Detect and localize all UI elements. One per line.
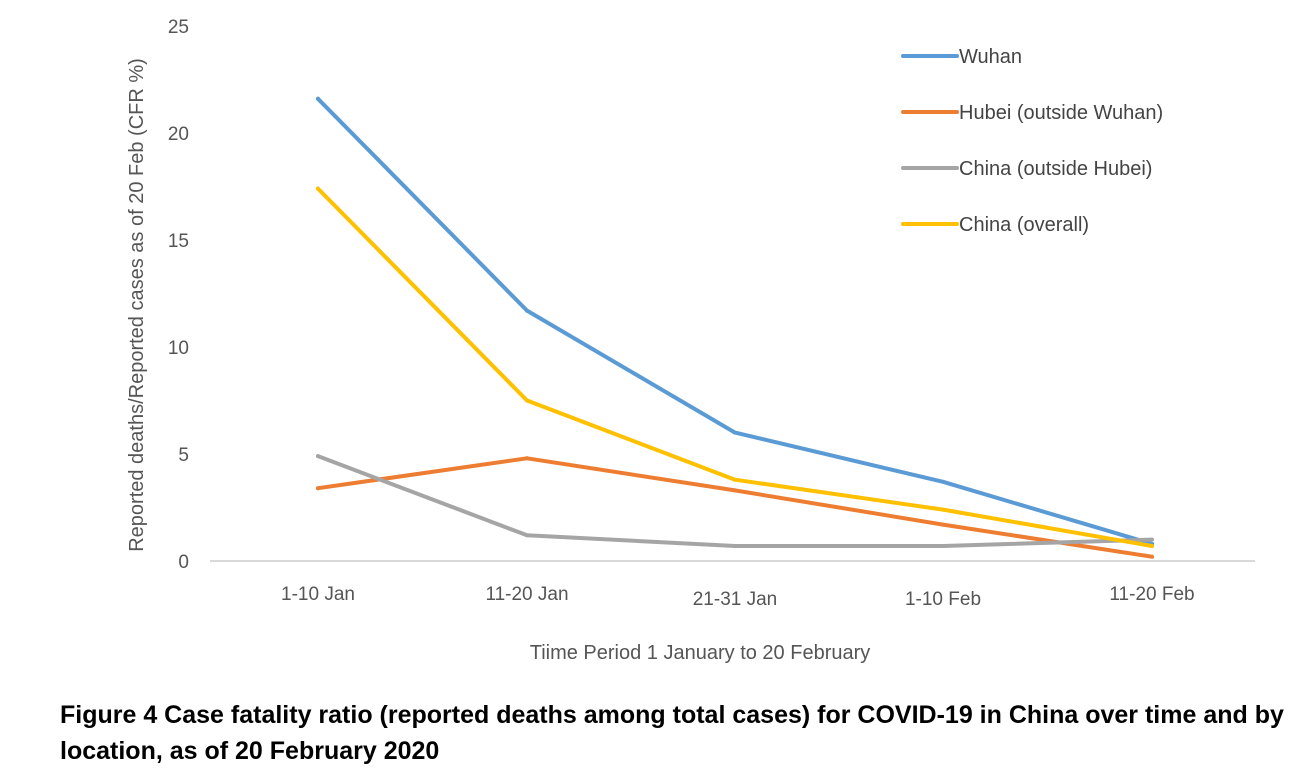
legend-item: China (overall) [901, 214, 1089, 236]
line-chart: 0 5 10 15 20 25 1-10 Jan 11-20 Jan 21-31 Jan 1-10… [126, 17, 1255, 664]
data-point [316, 96, 320, 101]
legend-label: China (outside Hubei) [959, 158, 1152, 180]
data-point [1150, 544, 1154, 548]
data-point [1150, 537, 1154, 542]
data-point [941, 479, 945, 484]
x-tick-label: 21-31 Jan [693, 589, 778, 610]
data-point [1150, 554, 1154, 559]
data-point [316, 186, 320, 191]
y-tick-label: 15 [168, 231, 189, 252]
data-point [525, 308, 529, 313]
x-tick-label: 11-20 Jan [485, 584, 568, 605]
series-lines [316, 96, 1154, 559]
y-tick-label: 0 [178, 552, 189, 573]
y-tick-label: 20 [168, 124, 189, 145]
data-point [525, 398, 529, 403]
chart-legend: Wuhan Hubei (outside Wuhan) China (outside… [901, 46, 1163, 236]
legend-label: China (overall) [959, 214, 1089, 236]
data-point [525, 533, 529, 538]
data-point [733, 430, 737, 435]
data-point [525, 456, 529, 461]
data-point [316, 486, 320, 491]
x-tick-label: 1-10 Feb [905, 589, 981, 610]
y-tick-label: 25 [168, 17, 189, 38]
data-point [941, 507, 945, 512]
x-tick-label: 11-20 Feb [1109, 584, 1194, 605]
data-point [733, 488, 737, 493]
data-point [941, 544, 945, 548]
legend-item: Hubei (outside Wuhan) [901, 102, 1163, 124]
legend-item: Wuhan [901, 46, 1022, 68]
data-point [733, 544, 737, 548]
chart-axes: 0 5 10 15 20 25 1-10 Jan 11-20 Jan 21-31 Jan 1-10… [168, 17, 1255, 610]
data-point [733, 477, 737, 482]
y-tick-label: 5 [178, 445, 189, 466]
legend-label: Wuhan [959, 46, 1022, 68]
x-axis-label: Tiime Period 1 January to 20 February [530, 642, 871, 664]
figure-caption: Figure 4 Case fatality ratio (reported d… [60, 701, 1284, 765]
y-tick-label: 10 [168, 338, 189, 359]
legend-item: China (outside Hubei) [901, 158, 1152, 180]
data-point [316, 454, 320, 459]
y-axis-label: Reported deaths/Reported cases as of 20 … [126, 58, 148, 552]
data-point [941, 522, 945, 527]
x-tick-label: 1-10 Jan [281, 584, 355, 605]
legend-label: Hubei (outside Wuhan) [959, 102, 1163, 124]
